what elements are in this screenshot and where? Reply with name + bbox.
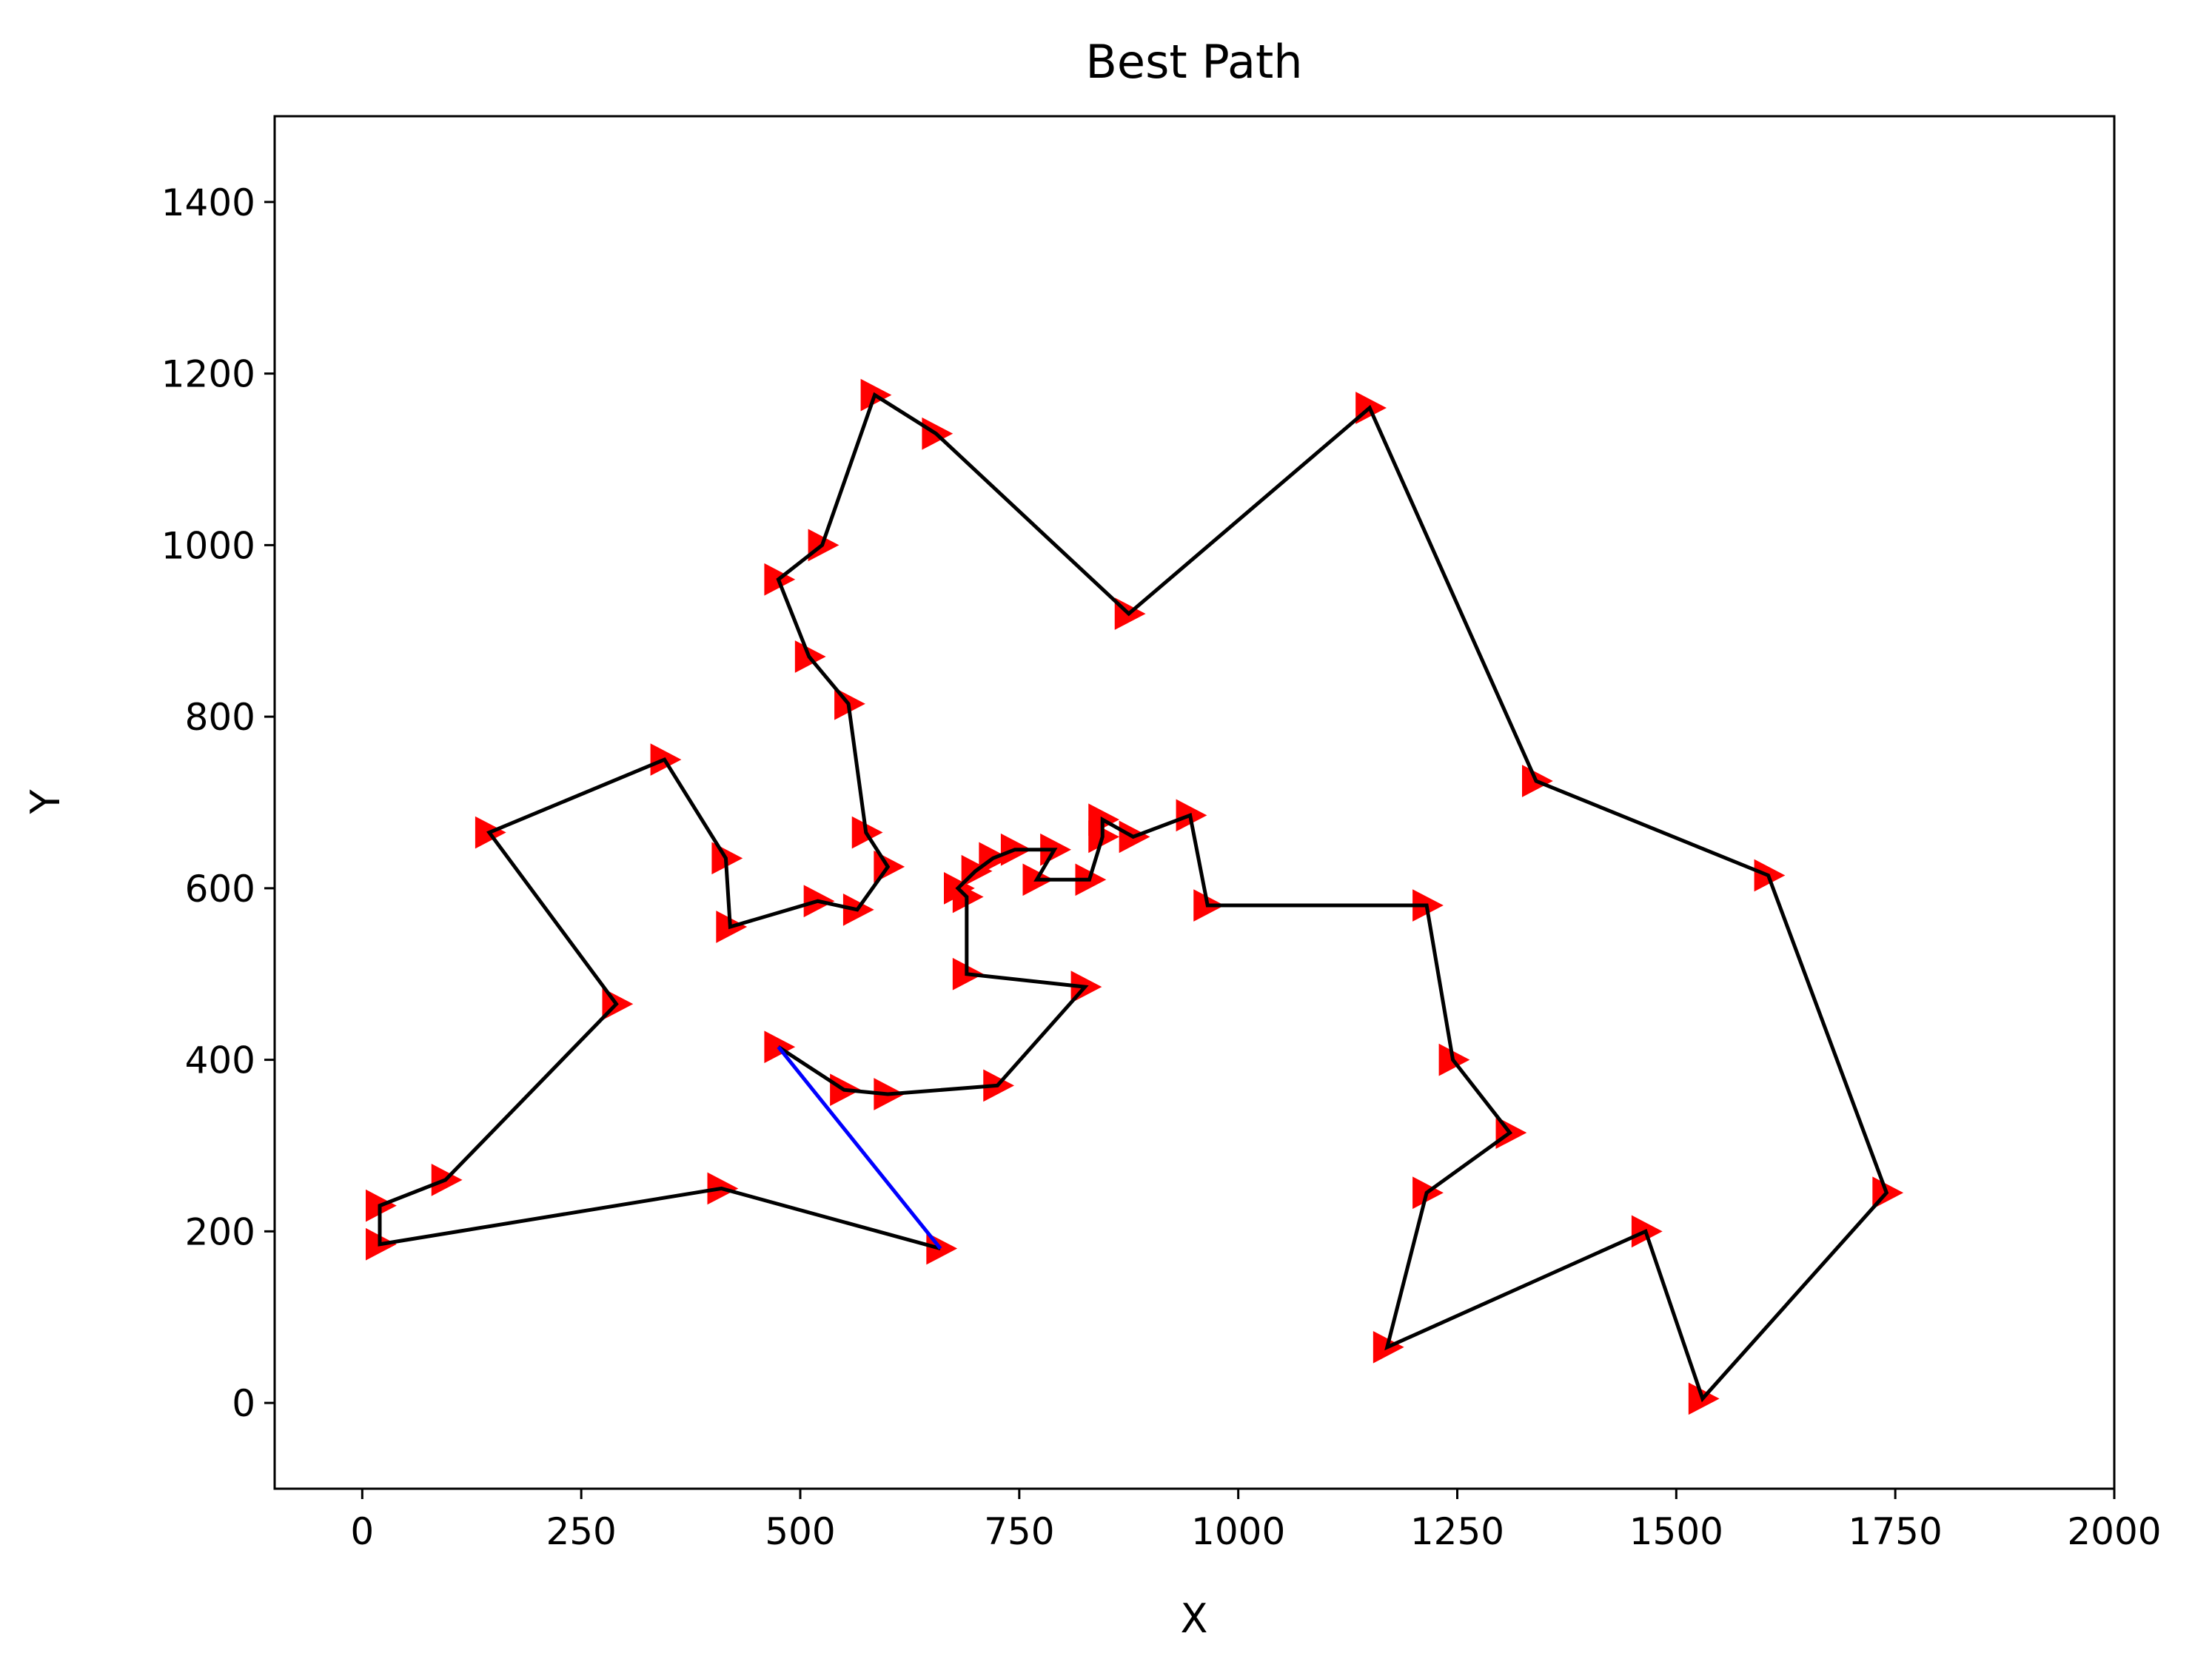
plot-area	[366, 378, 1904, 1415]
tour-path-line	[378, 392, 1889, 1403]
x-tick-label: 2000	[2067, 1510, 2161, 1553]
chart-title: Best Path	[1085, 35, 1302, 89]
x-axis-label: X	[1181, 1595, 1208, 1642]
x-tick-label: 500	[765, 1510, 835, 1553]
y-tick-label: 1000	[161, 524, 255, 567]
x-tick-label: 1000	[1191, 1510, 1285, 1553]
plot-frame	[273, 115, 2116, 1490]
x-tick-label: 750	[984, 1510, 1054, 1553]
x-tick-label: 1750	[1849, 1510, 1943, 1553]
x-tick-label: 1250	[1410, 1510, 1504, 1553]
y-tick-label: 200	[185, 1210, 255, 1253]
y-tick-label: 400	[185, 1039, 255, 1082]
y-tick-label: 1200	[161, 353, 255, 396]
x-tick-label: 0	[350, 1510, 374, 1553]
y-tick-label: 800	[185, 696, 255, 739]
axis-ticks: 0 250 500 750 1000 1250 1500 1750 2000 0 200 400 600…	[161, 181, 2162, 1553]
x-tick-label: 250	[546, 1510, 616, 1553]
y-tick-label: 0	[232, 1382, 255, 1425]
y-tick-label: 1400	[161, 181, 255, 224]
x-tick-label: 1500	[1629, 1510, 1723, 1553]
y-tick-label: 600	[185, 868, 255, 911]
y-axis-label: Y	[22, 789, 69, 815]
closing-segment-line	[777, 1045, 942, 1250]
